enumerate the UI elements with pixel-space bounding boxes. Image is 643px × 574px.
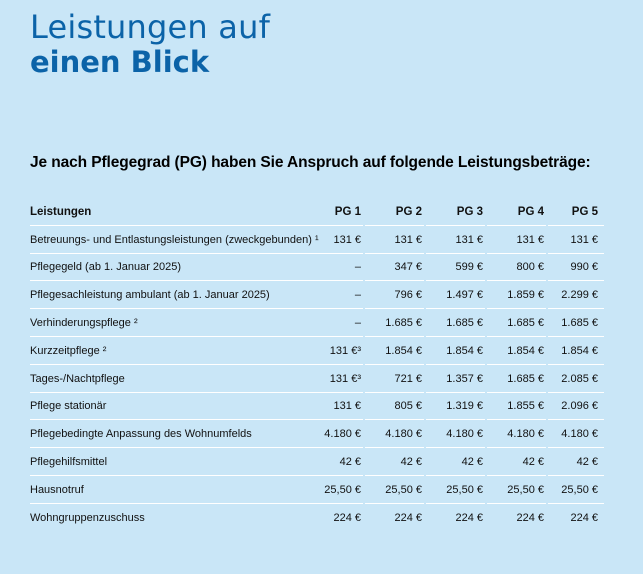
table-row: Betreuungs- und Entlastungsleistungen (z…: [30, 226, 623, 254]
column-header-pg1: PG 1: [304, 198, 365, 226]
row-label: Pflegebedingte Anpassung des Wohnumfelds: [30, 420, 304, 448]
value-pg1: –: [304, 281, 365, 309]
row-label: Kurzzeitpflege ²: [30, 337, 304, 365]
value-pg3: 1.854 €: [426, 337, 487, 365]
table-header-row: Leistungen PG 1 PG 2 PG 3 PG 4 PG 5: [30, 198, 623, 226]
value-pg1: –: [304, 309, 365, 337]
value-pg3: 1.497 €: [426, 281, 487, 309]
value-pg2: 25,50 €: [365, 476, 426, 504]
value-pg1: 131 €³: [304, 337, 365, 365]
value-pg2: 347 €: [365, 254, 426, 282]
table-row: Pflegesachleistung ambulant (ab 1. Janua…: [30, 281, 623, 309]
value-pg3: 1.319 €: [426, 393, 487, 421]
value-pg4: 42 €: [487, 448, 548, 476]
value-pg5: 2.299 €: [548, 281, 606, 309]
value-pg5: 2.085 €: [548, 365, 606, 393]
table-row: Pflegebedingte Anpassung des Wohnumfelds…: [30, 420, 623, 448]
value-pg3: 42 €: [426, 448, 487, 476]
benefits-table: Leistungen PG 1 PG 2 PG 3 PG 4 PG 5 Betr…: [30, 198, 623, 532]
value-pg1: 4.180 €: [304, 420, 365, 448]
table-row: Verhinderungspflege ² – 1.685 € 1.685 € …: [30, 309, 623, 337]
page-title-line-1: Leistungen auf: [30, 8, 271, 46]
page-title: Leistungen auf einen Blick: [30, 8, 271, 79]
value-pg4: 1.854 €: [487, 337, 548, 365]
table-row: Wohngruppenzuschuss 224 € 224 € 224 € 22…: [30, 504, 623, 532]
value-pg5: 1.685 €: [548, 309, 606, 337]
value-pg4: 1.685 €: [487, 365, 548, 393]
value-pg5: 224 €: [570, 511, 598, 524]
table-row: Kurzzeitpflege ² 131 €³ 1.854 € 1.854 € …: [30, 337, 623, 365]
value-pg2: 131 €: [365, 226, 426, 254]
value-pg4: 1.859 €: [487, 281, 548, 309]
value-pg4: 1.685 €: [487, 309, 548, 337]
value-pg2: 805 €: [365, 393, 426, 421]
column-header-pg4: PG 4: [487, 198, 548, 226]
intro-text: Je nach Pflegegrad (PG) haben Sie Anspru…: [30, 154, 591, 171]
page-title-line-2: einen Blick: [30, 44, 210, 79]
value-pg2: 796 €: [365, 281, 426, 309]
value-pg3: 1.357 €: [426, 365, 487, 393]
value-pg5: 25,50 €: [548, 476, 606, 504]
value-pg3: 224 €: [455, 511, 483, 524]
value-pg2: 4.180 €: [365, 420, 426, 448]
value-pg5: 990 €: [548, 254, 606, 282]
row-label: Hausnotruf: [30, 476, 304, 504]
value-pg5: 4.180 €: [548, 420, 606, 448]
value-pg4: 25,50 €: [487, 476, 548, 504]
value-pg2: 42 €: [365, 448, 426, 476]
value-pg3: 1.685 €: [426, 309, 487, 337]
value-pg1: 25,50 €: [304, 476, 365, 504]
table-row: Tages-/Nachtpflege 131 €³ 721 € 1.357 € …: [30, 365, 623, 393]
value-pg2: 721 €: [365, 365, 426, 393]
table-row: Pflegehilfsmittel 42 € 42 € 42 € 42 € 42…: [30, 448, 623, 476]
value-pg1: 131 €: [304, 226, 365, 254]
value-pg1: 224 €: [333, 511, 361, 524]
value-pg2: 1.685 €: [365, 309, 426, 337]
value-pg1: 131 €: [304, 393, 365, 421]
row-label: Pflegegeld (ab 1. Januar 2025): [30, 254, 304, 282]
value-pg3: 599 €: [426, 254, 487, 282]
row-label: Pflege stationär: [30, 393, 304, 421]
value-pg1: –: [304, 254, 365, 282]
value-pg5: 42 €: [548, 448, 606, 476]
row-label: Betreuungs- und Entlastungsleistungen (z…: [30, 226, 319, 254]
value-pg1: 131 €³: [304, 365, 365, 393]
value-pg5: 131 €: [548, 226, 606, 254]
value-pg1: 42 €: [304, 448, 365, 476]
table-row: Pflege stationär 131 € 805 € 1.319 € 1.8…: [30, 393, 623, 421]
table-row: Pflegegeld (ab 1. Januar 2025) – 347 € 5…: [30, 254, 623, 282]
column-header-pg3: PG 3: [426, 198, 487, 226]
row-label: Pflegesachleistung ambulant (ab 1. Janua…: [30, 281, 304, 309]
table-row: Hausnotruf 25,50 € 25,50 € 25,50 € 25,50…: [30, 476, 623, 504]
column-header-pg5: PG 5: [548, 198, 606, 226]
row-label: Verhinderungspflege ²: [30, 309, 304, 337]
value-pg4: 131 €: [487, 226, 548, 254]
row-label: Wohngruppenzuschuss: [30, 511, 145, 524]
value-pg2: 224 €: [394, 511, 422, 524]
row-label: Tages-/Nachtpflege: [30, 365, 304, 393]
value-pg2: 1.854 €: [365, 337, 426, 365]
value-pg5: 2.096 €: [548, 393, 606, 421]
column-header-leistungen: Leistungen: [30, 198, 304, 226]
value-pg4: 800 €: [487, 254, 548, 282]
value-pg4: 224 €: [516, 511, 544, 524]
value-pg5: 1.854 €: [548, 337, 606, 365]
value-pg3: 4.180 €: [426, 420, 487, 448]
value-pg4: 1.855 €: [487, 393, 548, 421]
column-header-pg2: PG 2: [365, 198, 426, 226]
value-pg3: 25,50 €: [426, 476, 487, 504]
row-label: Pflegehilfsmittel: [30, 448, 304, 476]
value-pg4: 4.180 €: [487, 420, 548, 448]
value-pg3: 131 €: [426, 226, 487, 254]
